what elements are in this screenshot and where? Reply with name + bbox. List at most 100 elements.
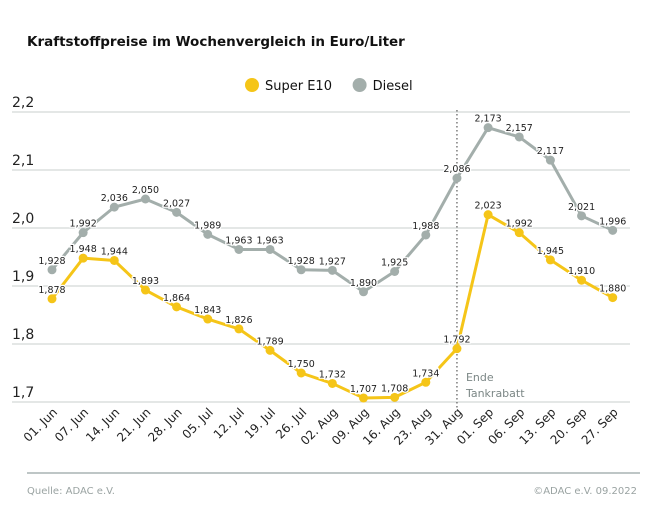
- series-super-e10: 1,878 1,948 1,944 1,893 1,864 1,843 1,826 1,789…: [37, 199, 628, 403]
- data-label: 1,893: [132, 276, 159, 287]
- data-label: 1,927: [319, 256, 346, 267]
- data-label: 2,157: [506, 123, 533, 134]
- annotation-label: Tankrabatt: [465, 387, 525, 400]
- grid: 1,7 1,8 1,9 2,0 2,1 2,2: [12, 95, 630, 403]
- data-label: 2,117: [537, 146, 564, 157]
- data-point: [514, 132, 524, 142]
- data-point: [452, 344, 462, 354]
- y-tick-label: 2,0: [12, 211, 34, 227]
- data-point: [390, 267, 400, 276]
- legend-label: Diesel: [373, 79, 413, 94]
- data-label: 1,864: [163, 293, 190, 304]
- data-label: 1,928: [38, 256, 65, 267]
- data-point: [109, 202, 119, 212]
- data-point: [390, 392, 400, 402]
- data-label: 1,707: [350, 384, 377, 395]
- y-tick-label: 1,7: [12, 385, 34, 401]
- data-label: 1,992: [70, 219, 97, 230]
- data-label: 1,944: [101, 246, 128, 257]
- data-point: [421, 377, 431, 387]
- y-tick-label: 1,9: [12, 269, 34, 285]
- data-label: 1,732: [319, 369, 346, 380]
- legend: Super E10 Diesel: [245, 78, 413, 94]
- data-label: 1,988: [412, 221, 439, 232]
- data-label: 1,989: [194, 220, 221, 231]
- data-point: [203, 229, 213, 239]
- data-point: [234, 244, 244, 254]
- data-label: 1,948: [70, 244, 97, 255]
- legend-marker: [352, 78, 367, 92]
- data-point: [140, 285, 150, 295]
- data-point: [172, 207, 182, 217]
- data-point: [514, 228, 524, 238]
- data-point: [545, 255, 555, 265]
- data-label: 2,027: [163, 198, 190, 209]
- data-point: [265, 345, 275, 355]
- data-label: 1,750: [288, 359, 315, 370]
- data-point: [172, 302, 182, 312]
- data-point: [47, 294, 57, 304]
- x-tick-label: 07. Jun: [52, 405, 91, 444]
- data-label: 1,843: [194, 305, 221, 316]
- data-label: 2,036: [101, 193, 128, 204]
- data-point: [608, 225, 618, 235]
- data-label: 1,928: [288, 256, 315, 267]
- data-point: [296, 265, 306, 275]
- data-point: [265, 244, 275, 254]
- copyright-text: ©ADAC e.V. 09.2022: [533, 486, 637, 497]
- data-label: 1,880: [599, 284, 626, 295]
- series-group: 1,928 1,992 2,036 2,050 2,027 1,989 1,963 1,963…: [37, 112, 628, 403]
- x-tick-label: 01. Jun: [21, 405, 60, 444]
- data-point: [327, 265, 337, 275]
- data-point: [577, 275, 587, 285]
- y-tick-label: 1,8: [12, 327, 34, 343]
- x-tick-label: 05. Jul: [180, 405, 216, 441]
- data-label: 1,925: [381, 258, 408, 269]
- data-point: [234, 324, 244, 334]
- y-tick-label: 2,1: [12, 153, 34, 169]
- x-tick-label: 19. Jul: [242, 405, 278, 441]
- data-point: [483, 210, 493, 220]
- data-label: 2,050: [132, 185, 159, 196]
- data-label: 1,963: [256, 235, 283, 246]
- data-point: [47, 265, 57, 275]
- data-label: 1,789: [256, 336, 283, 347]
- data-label: 1,792: [443, 335, 470, 346]
- x-tick-label: 28. Jun: [145, 405, 184, 444]
- data-point: [296, 368, 306, 378]
- data-point: [452, 173, 462, 183]
- data-point: [78, 253, 88, 263]
- data-label: 1,878: [38, 285, 65, 296]
- data-point: [359, 393, 368, 403]
- annotation-label: Ende: [466, 371, 494, 384]
- data-label: 1,708: [381, 383, 408, 394]
- data-point: [608, 293, 618, 303]
- data-label: 1,963: [225, 235, 252, 246]
- chart-title: Kraftstoffpreise im Wochenvergleich in E…: [27, 34, 405, 50]
- data-label: 2,021: [568, 202, 595, 213]
- data-point: [327, 378, 337, 388]
- data-label: 1,890: [350, 278, 377, 289]
- data-label: 2,086: [443, 164, 470, 175]
- data-label: 1,734: [412, 368, 439, 379]
- data-point: [577, 211, 587, 221]
- data-point: [545, 155, 555, 165]
- legend-label: Super E10: [265, 79, 332, 94]
- data-label: 1,945: [537, 246, 564, 257]
- annotation: Ende Tankrabatt: [456, 110, 525, 408]
- legend-marker: [245, 78, 259, 92]
- data-point: [78, 228, 88, 238]
- data-point: [359, 287, 368, 297]
- series-diesel: 1,928 1,992 2,036 2,050 2,027 1,989 1,963 1,963…: [37, 112, 628, 297]
- data-point: [483, 123, 493, 133]
- data-point: [109, 255, 119, 265]
- data-point: [140, 194, 150, 204]
- x-tick-label: 14. Jun: [83, 405, 122, 444]
- data-label: 1,996: [599, 216, 626, 227]
- source-text: Quelle: ADAC e.V.: [27, 486, 115, 497]
- data-label: 1,910: [568, 266, 595, 277]
- data-label: 1,992: [506, 219, 533, 230]
- data-label: 1,826: [225, 315, 252, 326]
